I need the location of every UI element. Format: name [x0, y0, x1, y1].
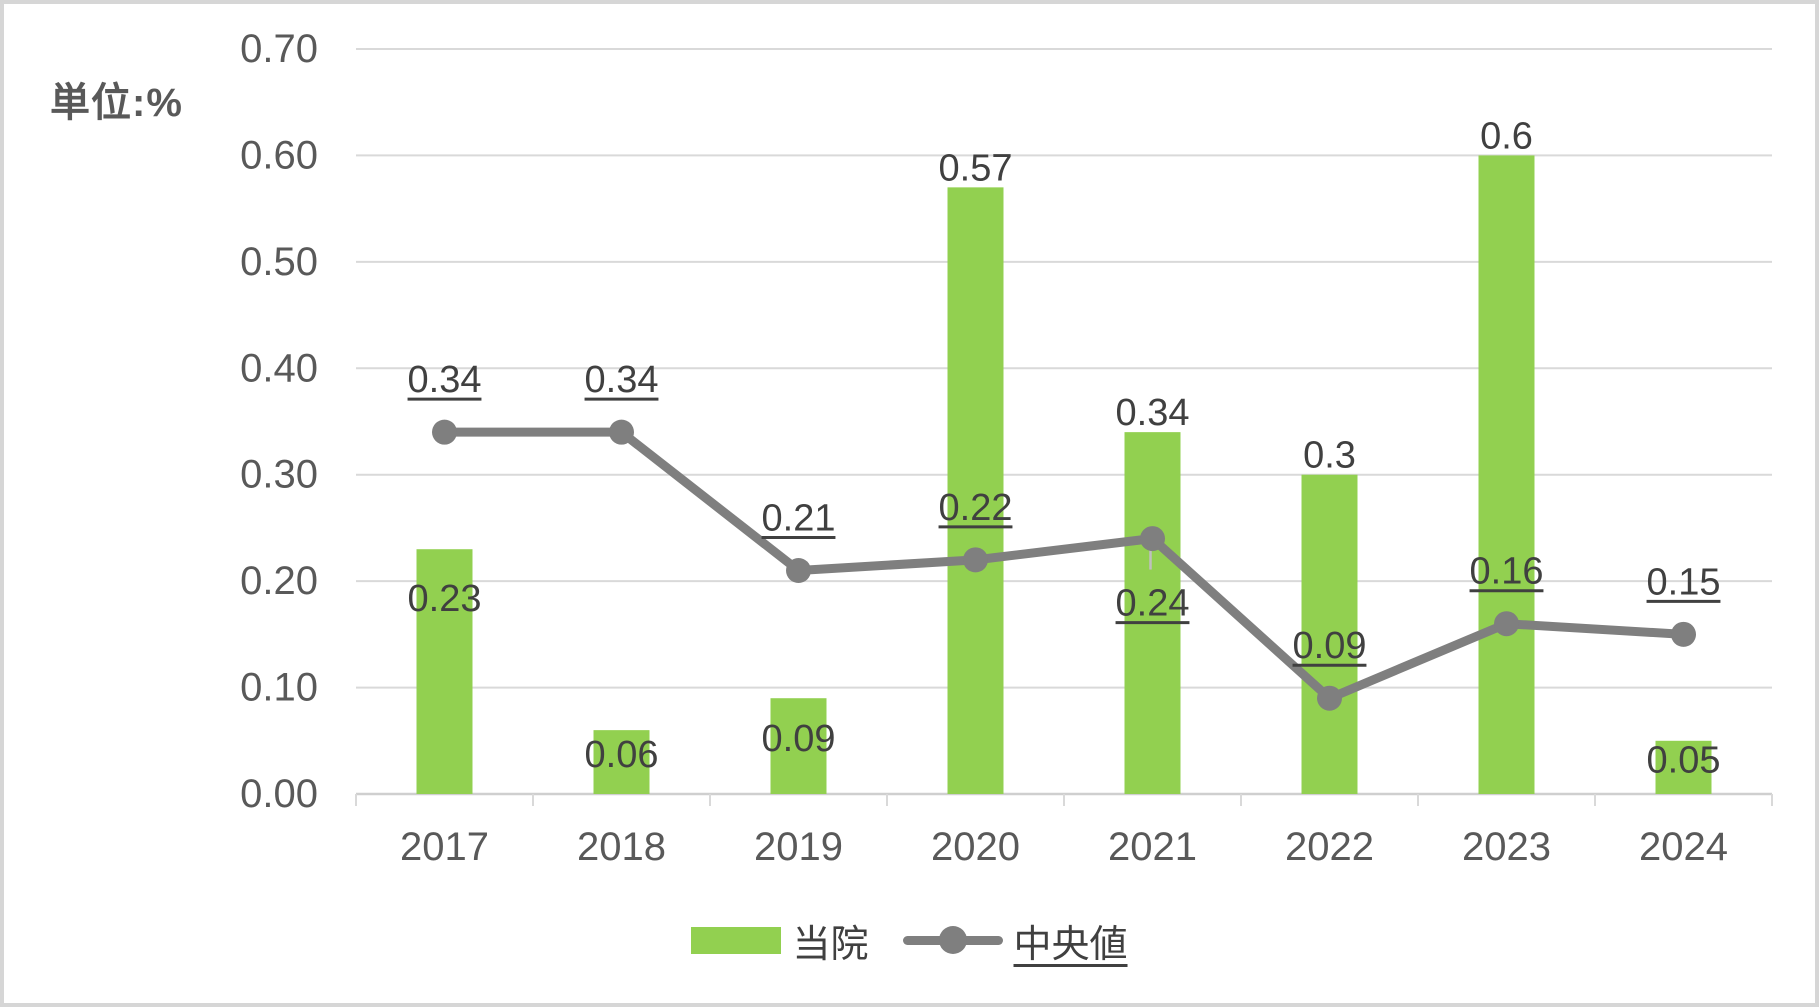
- bar: [947, 187, 1004, 794]
- bar-data-label: 0.23: [408, 578, 482, 620]
- x-axis-year-label: 2017: [400, 825, 489, 869]
- median-data-label: 0.21: [762, 498, 836, 540]
- y-axis-tick-label: 0.30: [240, 453, 318, 497]
- median-line: [440, 427, 1688, 703]
- median-data-label: 0.22: [939, 487, 1013, 529]
- legend-item-line-series: 中央値: [902, 913, 1128, 968]
- bar-series-label: 当院: [792, 923, 869, 966]
- x-axis-year-label: 2024: [1639, 825, 1728, 869]
- x-axis-year-label: 2018: [577, 825, 666, 869]
- median-marker: [432, 419, 457, 445]
- bar: [1478, 155, 1535, 794]
- bar: [1124, 432, 1181, 794]
- median-marker: [963, 547, 988, 573]
- bar-data-label: 0.34: [1116, 392, 1190, 434]
- bar: [593, 730, 650, 794]
- median-data-label: 0.09: [1293, 625, 1367, 667]
- unit-label: 単位:%: [50, 81, 183, 125]
- y-axis-tick-label: 0.40: [240, 346, 318, 390]
- bar-data-label: 0.3: [1303, 435, 1356, 477]
- bar: [1655, 740, 1712, 794]
- legend: 当院 中央値: [0, 912, 1819, 968]
- bar-data-label: 0.09: [762, 718, 836, 760]
- median-marker: [1317, 685, 1342, 711]
- bar-data-label: 0.05: [1647, 739, 1721, 781]
- median-marker: [1671, 621, 1696, 647]
- bar-data-label: 0.06: [585, 734, 659, 776]
- y-axis-tick-label: 0.70: [240, 27, 318, 71]
- x-axis-year-label: 2020: [931, 825, 1020, 869]
- line-series-marker-sample: [902, 926, 1003, 954]
- bar-data-label: 0.57: [939, 147, 1013, 189]
- x-axis-year-label: 2021: [1108, 825, 1197, 869]
- median-marker: [1140, 526, 1165, 552]
- y-axis-tick-label: 0.60: [240, 133, 318, 177]
- bar: [770, 698, 827, 794]
- median-marker: [786, 558, 811, 583]
- x-axis-year-label: 2022: [1285, 825, 1374, 869]
- bar-data-label: 0.6: [1480, 115, 1533, 157]
- line-series-label: 中央値: [1013, 923, 1128, 966]
- x-axis-year-label: 2019: [754, 825, 843, 869]
- y-axis-tick-label: 0.00: [240, 772, 318, 816]
- median-data-label: 0.16: [1470, 551, 1544, 593]
- median-data-label: 0.34: [585, 359, 659, 401]
- line-sample-dot: [938, 926, 967, 954]
- bar: [1301, 474, 1358, 794]
- y-axis-tick-label: 0.20: [240, 559, 318, 603]
- y-axis-tick-label: 0.10: [240, 666, 318, 710]
- median-data-label: 0.24: [1116, 583, 1190, 625]
- median-data-label: 0.15: [1647, 561, 1721, 603]
- legend-item-bar-series: 当院: [691, 913, 869, 968]
- median-marker: [609, 419, 634, 445]
- median-data-label: 0.34: [408, 359, 482, 401]
- median-marker: [1494, 611, 1519, 637]
- bar-series-swatch: [691, 926, 782, 954]
- y-axis-tick-label: 0.50: [240, 240, 318, 284]
- x-axis-year-label: 2023: [1462, 825, 1551, 869]
- bar: [416, 549, 473, 794]
